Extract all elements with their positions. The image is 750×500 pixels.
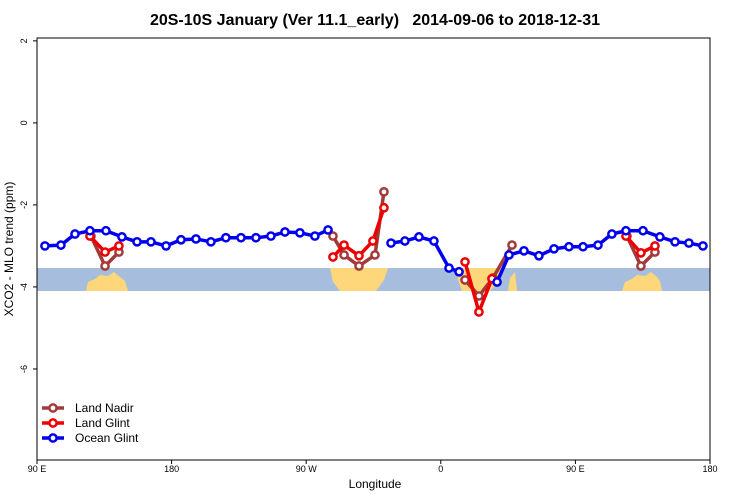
legend-label: Ocean Glint: [75, 431, 139, 445]
data-point: [684, 238, 694, 248]
data-point: [146, 236, 156, 247]
plot-frame: [36, 37, 711, 461]
land-ocean-strip: [37, 268, 710, 291]
data-point: [621, 225, 631, 236]
data-point: [132, 236, 142, 247]
x-axis-label: Longitude: [349, 477, 402, 491]
data-point: [549, 243, 559, 254]
data-point: [354, 250, 364, 261]
data-point: [100, 247, 110, 257]
data-point: [310, 231, 320, 241]
data-point: [191, 234, 201, 244]
data-point: [655, 232, 665, 242]
y-tick-label: -4: [19, 283, 29, 291]
data-point: [328, 231, 338, 241]
data-point: [698, 241, 708, 251]
legend-marker: [48, 403, 58, 413]
y-tick-label: -2: [19, 201, 29, 209]
y-axis-label: XCO2 - MLO trend (ppm): [2, 182, 16, 317]
data-point: [354, 261, 364, 271]
data-point: [507, 240, 517, 250]
data-point: [280, 227, 290, 237]
data-point: [519, 245, 529, 256]
x-tick-label: 0: [438, 464, 443, 474]
data-point: [636, 261, 646, 271]
data-point: [56, 240, 66, 250]
data-point: [370, 250, 380, 260]
y-tick-label: -6: [19, 365, 29, 373]
data-point: [161, 241, 171, 251]
data-point: [70, 229, 80, 239]
y-tick-label: 0: [19, 120, 29, 125]
data-point: [386, 238, 396, 248]
data-point: [368, 236, 378, 246]
data-point: [379, 202, 389, 213]
x-tick-label: 90 E: [566, 464, 585, 474]
data-point: [176, 234, 186, 245]
data-point: [323, 225, 333, 235]
data-point: [206, 236, 216, 247]
data-point: [236, 232, 246, 243]
data-point: [429, 236, 439, 246]
data-point: [379, 186, 389, 197]
data-point: [607, 229, 617, 239]
data-point: [593, 240, 603, 250]
data-point: [328, 252, 338, 262]
data-point: [117, 232, 127, 242]
data-point: [101, 225, 111, 236]
land-patch: [330, 268, 388, 291]
data-point: [114, 241, 124, 251]
data-point: [670, 236, 680, 247]
data-point: [40, 241, 50, 251]
chart-title: 20S-10S January (Ver 11.1_early) 2014-09…: [150, 12, 600, 29]
legend-label: Land Nadir: [75, 401, 134, 415]
data-point: [400, 236, 410, 246]
data-point: [504, 250, 514, 260]
legend-label: Land Glint: [75, 416, 130, 430]
legend-marker: [48, 418, 58, 428]
data-point: [492, 277, 502, 287]
data-point: [444, 263, 454, 273]
data-point: [339, 250, 349, 260]
data-point: [454, 266, 464, 277]
data-point: [650, 241, 660, 251]
x-tick-label: 90 W: [296, 464, 318, 474]
data-point: [474, 307, 484, 317]
data-point: [460, 257, 470, 267]
data-point: [534, 250, 544, 261]
data-point: [339, 240, 349, 250]
data-point: [578, 241, 588, 252]
legend-marker: [48, 433, 58, 443]
y-tick-label: 2: [19, 38, 29, 43]
x-tick-label: 180: [702, 464, 717, 474]
data-point: [100, 261, 110, 271]
land-patch: [86, 272, 128, 291]
data-point: [251, 232, 261, 243]
land-patch: [622, 272, 662, 291]
data-point: [564, 241, 574, 252]
data-point: [221, 232, 231, 243]
land-patch: [508, 272, 517, 291]
data-point: [295, 227, 305, 238]
data-point: [638, 225, 648, 236]
x-tick-label: 90 E: [28, 464, 47, 474]
data-point: [266, 231, 276, 241]
x-tick-label: 180: [164, 464, 179, 474]
data-point: [636, 248, 646, 258]
data-point: [85, 225, 95, 236]
data-point: [414, 232, 424, 242]
